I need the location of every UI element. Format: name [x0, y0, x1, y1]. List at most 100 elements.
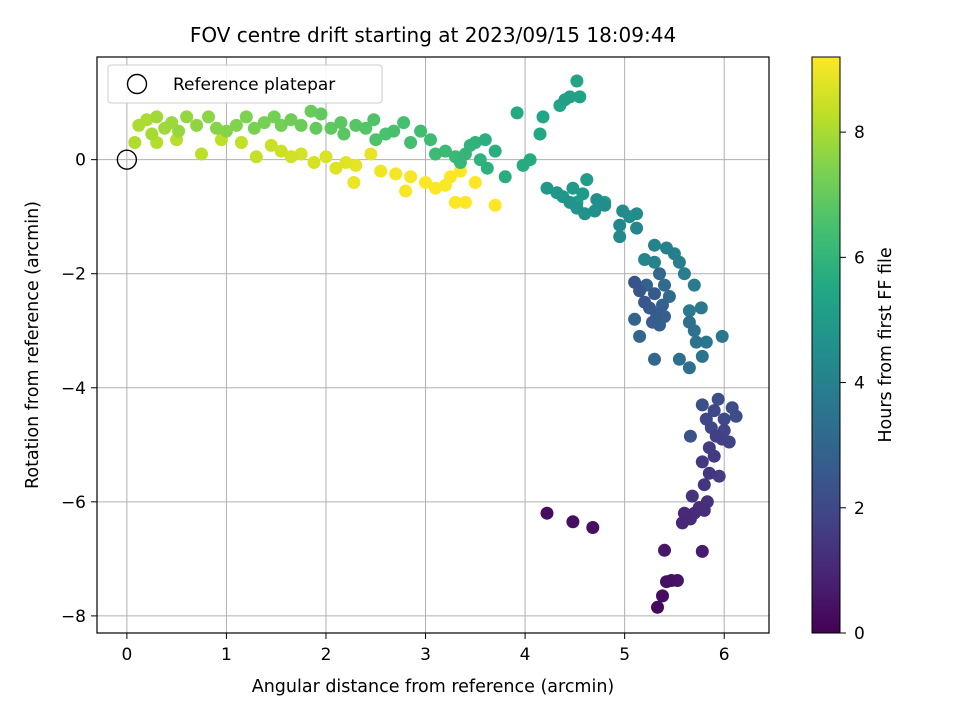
data-point: [458, 195, 472, 209]
data-point: [424, 133, 437, 147]
data-point: [578, 207, 592, 221]
scatter-points: [128, 74, 743, 614]
data-point: [656, 589, 669, 603]
data-point: [685, 489, 699, 503]
data-point: [389, 167, 403, 181]
data-point: [219, 124, 233, 138]
data-point: [533, 127, 547, 141]
data-point: [349, 118, 363, 132]
data-point: [687, 278, 701, 292]
data-point: [725, 401, 739, 415]
data-point: [660, 575, 673, 589]
data-point: [648, 255, 661, 269]
data-point: [588, 204, 602, 218]
y-tick-label: −4: [61, 379, 86, 399]
data-point: [566, 181, 580, 195]
y-axis-ticks: −8 −6 −4 −2 0: [61, 151, 97, 627]
data-point: [598, 198, 612, 212]
colorbar-tick-label: 0: [854, 624, 865, 644]
data-point: [672, 255, 686, 269]
data-point: [695, 349, 709, 363]
data-point: [404, 136, 418, 149]
chart-title: FOV centre drift starting at 2023/09/15 …: [190, 23, 676, 47]
data-point: [172, 124, 186, 138]
data-point: [510, 106, 524, 120]
colorbar-tick-label: 4: [854, 374, 865, 394]
data-point: [638, 253, 652, 266]
data-point: [628, 275, 642, 289]
x-tick-label: 4: [520, 645, 531, 665]
data-point: [695, 455, 709, 469]
data-point: [334, 116, 348, 130]
data-point: [429, 181, 442, 195]
data-point: [364, 147, 378, 161]
data-point: [689, 335, 703, 349]
data-point: [675, 516, 689, 530]
data-point: [349, 158, 363, 172]
x-tick-label: 1: [221, 645, 232, 665]
data-point: [697, 478, 711, 492]
data-point: [284, 113, 298, 127]
x-tick-label: 0: [121, 645, 132, 665]
data-point: [540, 506, 554, 520]
data-point: [404, 170, 418, 184]
data-point: [274, 144, 288, 158]
data-point: [190, 118, 204, 132]
data-point: [540, 181, 554, 195]
data-point: [414, 124, 428, 138]
y-axis-label: Rotation from reference (arcmin): [23, 201, 43, 489]
data-point: [367, 113, 381, 127]
data-point: [294, 147, 308, 161]
data-point: [694, 301, 708, 315]
legend-box: [107, 64, 383, 104]
data-point: [448, 195, 462, 209]
data-point: [613, 218, 627, 232]
data-point: [202, 110, 215, 124]
data-point: [709, 429, 723, 443]
data-point: [613, 230, 627, 244]
data-point: [284, 150, 298, 164]
data-point: [683, 429, 697, 443]
data-point: [677, 267, 691, 281]
colorbar-tick-label: 8: [854, 123, 865, 143]
data-point: [707, 404, 721, 418]
colorbar-tick-label: 6: [854, 248, 865, 268]
data-point: [695, 544, 709, 558]
data-point: [429, 147, 442, 161]
data-point: [651, 600, 664, 614]
data-point: [359, 121, 373, 135]
reference-platepar-marker: [116, 149, 138, 170]
data-point: [397, 116, 411, 130]
plot-area: 0 1 2 3 4 5 6 −8 −6 −4 −2 0 Reference platepar: [61, 56, 770, 665]
data-point: [468, 176, 482, 189]
data-point: [586, 521, 600, 534]
data-point: [488, 144, 502, 158]
colorbar-ticks: 0 2 4 6 8: [840, 123, 865, 644]
data-point: [682, 315, 696, 329]
data-point: [468, 136, 482, 149]
x-tick-label: 6: [719, 645, 730, 665]
data-point: [628, 312, 642, 326]
data-point: [145, 127, 159, 141]
x-tick-label: 3: [420, 645, 431, 665]
data-point: [711, 392, 725, 406]
data-point: [128, 136, 142, 149]
data-point: [638, 295, 652, 309]
data-point: [150, 110, 164, 124]
data-point: [337, 127, 351, 141]
data-point: [699, 335, 713, 349]
data-point: [180, 110, 194, 124]
data-point: [387, 124, 401, 138]
data-point: [249, 150, 263, 164]
data-point: [478, 133, 492, 147]
data-point: [347, 176, 361, 189]
data-point: [573, 90, 587, 104]
data-point: [319, 150, 333, 164]
x-tick-label: 5: [619, 645, 630, 665]
data-point: [369, 133, 383, 147]
data-point: [309, 121, 323, 135]
data-point: [374, 164, 388, 178]
data-point: [339, 156, 353, 169]
legend-label-reference-platepar: Reference platepar: [173, 75, 335, 95]
